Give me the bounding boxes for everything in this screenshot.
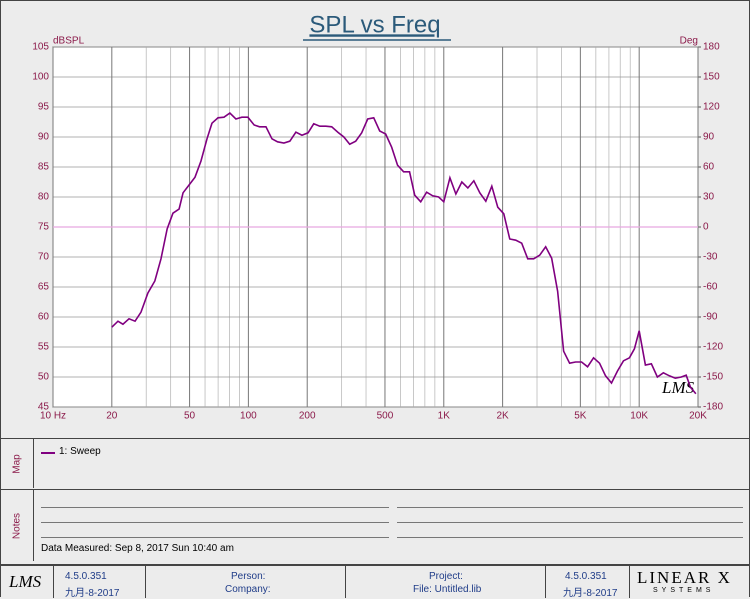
y-tick-label: 70	[38, 252, 50, 263]
version-right: 4.5.0.351	[565, 571, 607, 582]
y-tick-label: 95	[38, 102, 50, 113]
project: Project:	[429, 571, 463, 582]
y-tick-label: 45	[38, 402, 50, 413]
y2-tick-label: 180	[703, 42, 720, 53]
note-line	[41, 522, 389, 523]
map-side: Map	[1, 439, 34, 488]
footer: LMS 4.5.0.351 九月-8-2017 Person: Company:…	[1, 564, 749, 599]
y2-tick-label: 0	[703, 222, 709, 233]
y-tick-label: 50	[38, 372, 50, 383]
y-tick-label: 65	[38, 282, 50, 293]
note-line	[397, 507, 743, 508]
footer-person-cell: Person: Company:	[145, 566, 346, 598]
y2-tick-label: 120	[703, 102, 720, 113]
x-tick-label: 10K	[630, 411, 648, 422]
chart: SPL vs Freq dBSPL Deg 45 50 55 60 65 70 75 80 85…	[32, 11, 723, 422]
legend-swatch	[41, 452, 55, 454]
y2-tick-label: 150	[703, 72, 720, 83]
footer-version-cell: 4.5.0.351 九月-8-2017	[53, 566, 146, 599]
y2-tick-label: -180	[703, 402, 723, 413]
map-label: Map	[11, 453, 23, 474]
y-tick-label: 105	[32, 42, 49, 53]
series-line	[111, 111, 697, 395]
date-left: 九月-8-2017	[65, 588, 120, 599]
x-tick-label: 5K	[574, 411, 587, 422]
notes-panel: Notes Data Measured: Sep 8, 2017 Sun 10:…	[1, 489, 749, 561]
y2-tick-label: -150	[703, 372, 723, 383]
x-tick-label: 20K	[689, 411, 707, 422]
y-tick-label: 85	[38, 162, 50, 173]
x-tick-label: 200	[299, 411, 316, 422]
note-line	[397, 537, 743, 538]
watermark: LMS	[661, 378, 695, 397]
footer-logo: LMS	[9, 572, 42, 591]
map-panel: Map 1: Sweep	[1, 438, 749, 488]
company: Company:	[225, 584, 271, 595]
data-measured: Data Measured: Sep 8, 2017 Sun 10:40 am	[41, 543, 234, 554]
footer-version-cell-right: 4.5.0.351 九月-8-2017	[545, 566, 630, 599]
y2-tick-label: -90	[703, 312, 718, 323]
note-line	[397, 522, 743, 523]
legend-entry: 1: Sweep	[59, 446, 101, 457]
notes-label: Notes	[11, 512, 23, 539]
x-tick-label: 1K	[438, 411, 451, 422]
y2-tick-label: 30	[703, 192, 715, 203]
y2-tick-label: 90	[703, 132, 715, 143]
y2-tick-label: -60	[703, 282, 718, 293]
footer-logo-cell: LMS	[1, 566, 54, 598]
y2-tick-label: -30	[703, 252, 718, 263]
version-left: 4.5.0.351	[65, 571, 107, 582]
x-tick-label: 500	[377, 411, 394, 422]
footer-project-cell: Project: File: Untitled.lib	[345, 566, 546, 598]
y-tick-label: 60	[38, 312, 50, 323]
date-right: 九月-8-2017	[563, 588, 618, 599]
y-axis-label: dBSPL	[53, 36, 85, 47]
y2-tick-label: -120	[703, 342, 723, 353]
file: File: Untitled.lib	[413, 584, 482, 595]
y-tick-label: 100	[32, 72, 49, 83]
x-tick-label: 20	[106, 411, 118, 422]
x-tick-label: 2K	[496, 411, 509, 422]
y-tick-label: 90	[38, 132, 50, 143]
x-tick-label: 50	[184, 411, 196, 422]
x-tick-label: 100	[240, 411, 257, 422]
notes-side: Notes	[1, 490, 34, 561]
note-line	[41, 507, 389, 508]
x-tick-label: 10 Hz	[40, 411, 66, 422]
y2-tick-label: 60	[703, 162, 715, 173]
note-line	[41, 537, 389, 538]
brand: LINEAR X	[637, 568, 732, 587]
y-tick-label: 80	[38, 192, 50, 203]
y-tick-label: 55	[38, 342, 50, 353]
brand-sub: SYSTEMS	[653, 587, 715, 594]
y-tick-label: 75	[38, 222, 50, 233]
y2-axis-label: Deg	[680, 36, 698, 47]
chart-title: SPL vs Freq	[309, 11, 440, 38]
person: Person:	[231, 571, 266, 582]
